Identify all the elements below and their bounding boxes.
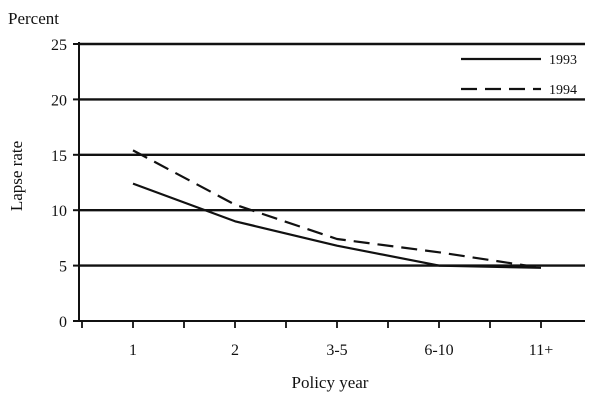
series-lines xyxy=(132,149,542,269)
series-line-1993 xyxy=(132,182,542,269)
gridlines xyxy=(79,42,585,322)
x-axis: 1 2 3-5 6-10 11+ xyxy=(81,321,553,359)
y-tick-label: 0 xyxy=(59,314,67,331)
x-tick-label: 11+ xyxy=(529,342,553,359)
x-tick-label: 2 xyxy=(231,342,239,359)
x-tick-label: 1 xyxy=(129,342,137,359)
legend-label-1993: 1993 xyxy=(549,53,577,68)
y-tick-label: 15 xyxy=(51,148,67,165)
unit-label: Percent xyxy=(8,9,59,28)
legend-label-1994: 1994 xyxy=(549,83,577,98)
y-tick-label: 5 xyxy=(59,259,67,276)
series-line-1994 xyxy=(132,149,542,269)
y-axis-ticks: 0 5 10 15 20 25 xyxy=(51,37,80,331)
legend: 1993 1994 xyxy=(461,53,577,98)
y-axis-label: Lapse rate xyxy=(7,141,26,211)
x-tick-label: 6-10 xyxy=(424,342,453,359)
y-tick-label: 25 xyxy=(51,37,67,54)
y-tick-label: 10 xyxy=(51,203,67,220)
y-tick-label: 20 xyxy=(51,92,67,109)
x-axis-label: Policy year xyxy=(292,373,369,392)
x-tick-label: 3-5 xyxy=(326,342,347,359)
